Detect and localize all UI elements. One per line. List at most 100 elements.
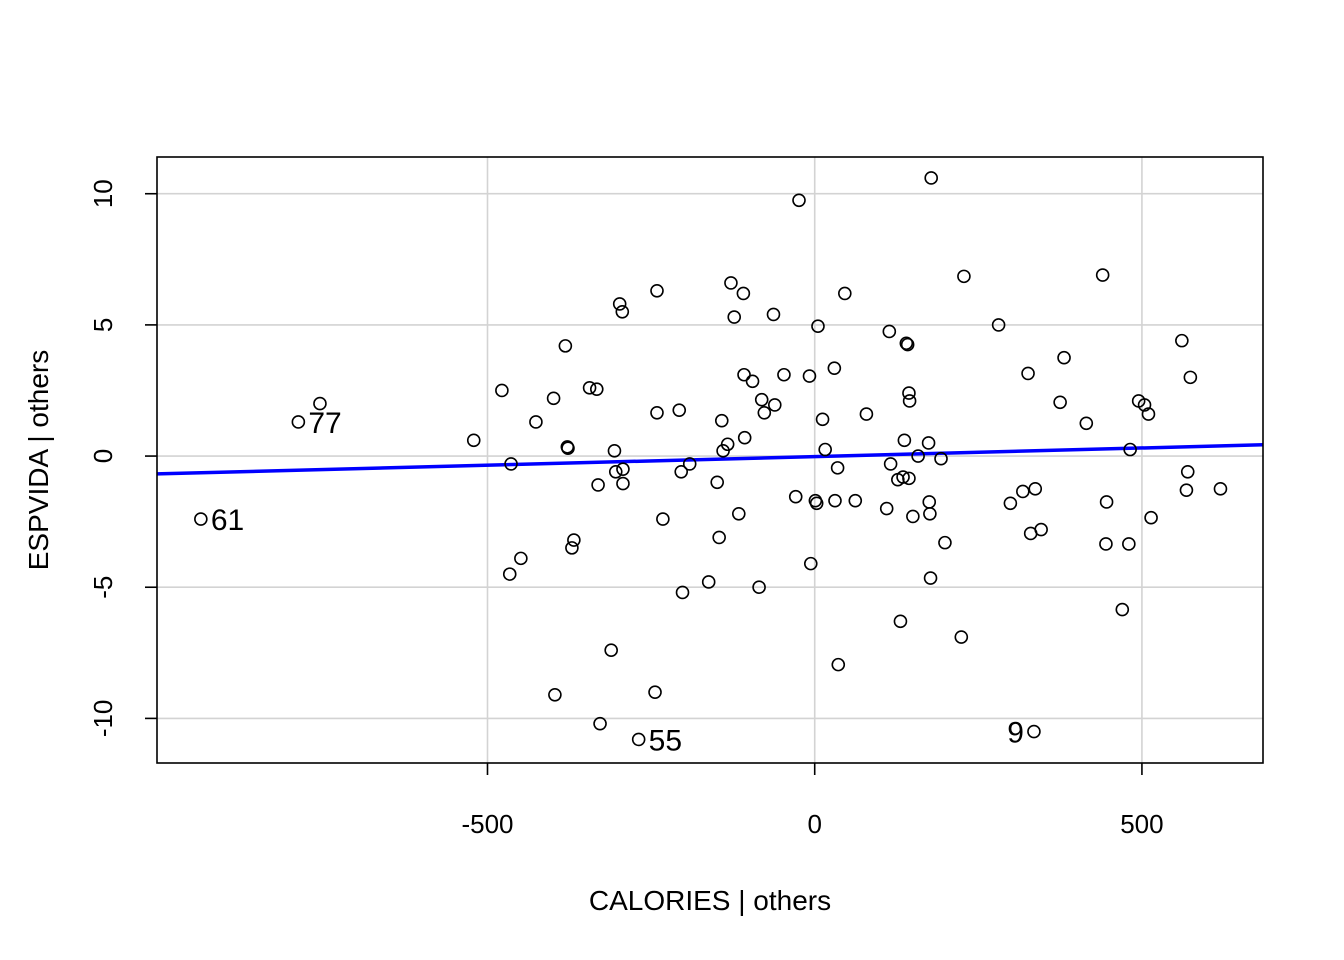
data-point (818, 442, 832, 457)
point-label: 55 (649, 724, 682, 757)
data-point (1213, 482, 1228, 496)
x-tick-label: 0 (807, 809, 821, 839)
point-label: 61 (211, 504, 244, 537)
data-point (648, 685, 662, 699)
data-point (582, 381, 597, 395)
data-point (754, 392, 769, 407)
data-point (802, 369, 817, 383)
data-point (957, 269, 971, 284)
plot-frame (156, 156, 1264, 764)
data-point (745, 374, 760, 389)
data-point (1095, 268, 1110, 282)
data-point (1028, 482, 1043, 496)
data-point (608, 465, 623, 479)
data-point (1034, 522, 1048, 537)
y-tick-label: -5 (88, 576, 118, 599)
data-point (710, 475, 724, 490)
data-point (883, 457, 898, 471)
data-point (701, 575, 716, 589)
data-point (631, 732, 646, 747)
data-point (788, 489, 803, 504)
y-axis-label: ESPVIDA | others (23, 350, 54, 571)
regression-line (156, 443, 1264, 476)
data-point (194, 512, 208, 526)
data-point (712, 530, 726, 545)
data-point (291, 415, 306, 429)
data-point (1115, 602, 1130, 617)
data-point (1099, 537, 1113, 551)
data-point (737, 367, 751, 382)
data-point (313, 396, 327, 411)
data-point (1099, 495, 1114, 509)
data-point (1122, 537, 1136, 551)
data-point (882, 324, 897, 339)
data-point (615, 304, 630, 319)
data-point (1141, 407, 1156, 421)
data-points (194, 171, 1228, 747)
data-point (902, 394, 917, 408)
data-point (1079, 416, 1094, 431)
data-point (1123, 442, 1137, 457)
data-point (724, 276, 738, 290)
data-point (838, 286, 852, 301)
data-point (911, 449, 925, 463)
data-point (792, 193, 806, 208)
data-point (674, 465, 689, 479)
data-point (923, 571, 938, 585)
data-point (815, 412, 830, 427)
data-point (656, 512, 670, 526)
y-tick-label: 0 (88, 449, 118, 463)
data-point (1137, 398, 1152, 412)
data-point (809, 496, 824, 511)
point-labels: 61 77 55 9 (211, 407, 1024, 757)
data-point (737, 430, 752, 445)
data-point (757, 405, 772, 420)
data-point (675, 585, 690, 600)
data-point (731, 506, 746, 521)
data-point (900, 337, 915, 352)
x-tick-label: 500 (1120, 809, 1163, 839)
data-point (565, 541, 579, 555)
data-point (466, 433, 481, 448)
data-point (1179, 483, 1194, 497)
data-point (811, 319, 825, 334)
data-point (1175, 333, 1189, 348)
data-point (1057, 350, 1071, 365)
data-point (736, 286, 751, 301)
data-point (827, 361, 842, 375)
data-point (1053, 395, 1067, 410)
y-tick-label: -10 (88, 700, 118, 738)
data-point (1183, 370, 1198, 385)
x-axis-label: CALORIES | others (589, 885, 831, 916)
data-point (803, 556, 818, 571)
data-point (612, 297, 627, 311)
data-point (921, 436, 936, 450)
data-point (672, 403, 687, 417)
data-point (777, 367, 791, 382)
data-point (604, 643, 618, 657)
data-point (650, 405, 664, 420)
axis-ticks: -500 0 500 -10 -5 0 5 10 (88, 179, 1164, 839)
data-point (766, 307, 781, 322)
data-point (893, 614, 908, 629)
data-point (954, 630, 969, 644)
data-point (899, 336, 914, 351)
data-point (567, 533, 581, 547)
data-point (591, 478, 605, 492)
data-point (589, 382, 604, 396)
data-point (848, 493, 863, 508)
data-point (495, 383, 509, 398)
data-point (1027, 724, 1041, 739)
x-tick-label: -500 (461, 809, 513, 839)
data-point (546, 391, 561, 406)
data-point (616, 462, 630, 476)
data-point (902, 471, 916, 486)
data-point (830, 461, 845, 475)
data-point (923, 506, 937, 521)
data-point (991, 318, 1006, 332)
data-point (561, 441, 575, 455)
data-point (650, 283, 664, 298)
data-point (1144, 510, 1158, 525)
data-point (1016, 484, 1030, 499)
